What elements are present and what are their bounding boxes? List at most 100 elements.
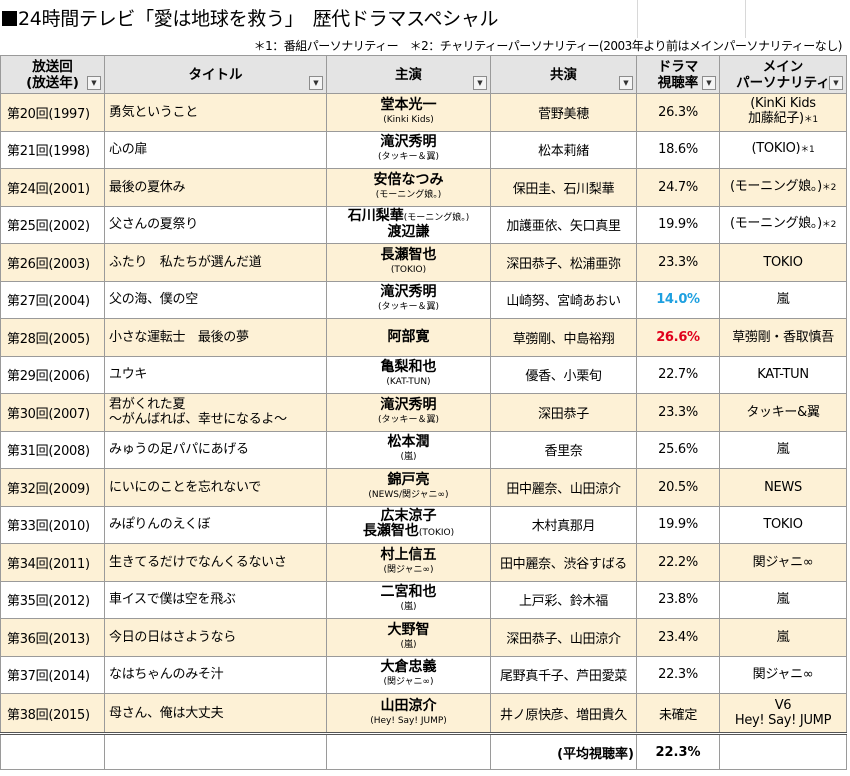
title-cell[interactable]: にいにのことを忘れないで [104,468,327,507]
title-cell[interactable]: 母さん、俺は大丈夫 [104,693,327,734]
cast-cell[interactable]: 草彅剛、中島裕翔 [490,318,637,357]
personality-cell[interactable]: タッキー&翼 [719,393,847,432]
star-cell[interactable]: 大倉忠義 (関ジャニ∞) [326,655,491,694]
episode-cell[interactable]: 第30回(2007) [0,393,105,432]
personality-cell[interactable]: V6 Hey! Say! JUMP [719,693,847,734]
cast-cell[interactable]: 保田圭、石川梨華 [490,168,637,207]
title-cell[interactable]: ふたり 私たちが選んだ道 [104,243,327,282]
star-cell[interactable]: 大野智 (嵐) [326,618,491,657]
rating-cell[interactable]: 19.9% [636,505,720,544]
cast-cell[interactable]: 上戸彩、鈴木福 [490,580,637,619]
star-cell[interactable]: 堂本光一 (Kinki Kids) [326,93,491,132]
star-cell[interactable]: 長瀬智也 (TOKIO) [326,243,491,282]
personality-cell[interactable]: 嵐 [719,280,847,319]
title-cell[interactable]: 車イスで僕は空を飛ぶ [104,580,327,619]
rating-cell[interactable]: 19.9% [636,205,720,244]
cast-cell[interactable]: 山崎努、宮崎あおい [490,280,637,319]
cast-cell[interactable]: 加護亜依、矢口真里 [490,205,637,244]
personality-cell[interactable]: 嵐 [719,580,847,619]
star-cell[interactable]: 広末涼子 長瀬智也(TOKIO) [326,505,491,544]
personality-cell[interactable]: 草彅剛・香取慎吾 [719,318,847,357]
episode-cell[interactable]: 第31回(2008) [0,430,105,469]
personality-cell[interactable]: (TOKIO)＊1 [719,130,847,169]
episode-cell[interactable]: 第27回(2004) [0,280,105,319]
star-cell[interactable]: 阿部寛 [326,318,491,357]
rating-cell[interactable]: 24.7% [636,168,720,207]
star-cell[interactable]: 滝沢秀明 (タッキー＆翼) [326,393,491,432]
filter-dropdown-icon[interactable]: ▼ [87,76,101,90]
star-cell[interactable]: 二宮和也 (嵐) [326,580,491,619]
personality-cell[interactable]: (KinKi Kids 加藤紀子)＊1 [719,93,847,132]
episode-cell[interactable]: 第29回(2006) [0,355,105,394]
episode-cell[interactable]: 第20回(1997) [0,93,105,132]
rating-cell[interactable]: 26.3% [636,93,720,132]
cast-cell[interactable]: 尾野真千子、芦田愛菜 [490,655,637,694]
filter-dropdown-icon[interactable]: ▼ [309,76,323,90]
episode-cell[interactable]: 第21回(1998) [0,130,105,169]
cast-cell[interactable]: 松本莉緒 [490,130,637,169]
cast-cell[interactable]: 田中麗奈、渋谷すばる [490,543,637,582]
title-cell[interactable]: 今日の日はさようなら [104,618,327,657]
filter-dropdown-icon[interactable]: ▼ [702,76,716,90]
rating-cell[interactable]: 20.5% [636,468,720,507]
episode-cell[interactable]: 第35回(2012) [0,580,105,619]
personality-cell[interactable]: 関ジャニ∞ [719,543,847,582]
title-cell[interactable]: みゅうの足パパにあげる [104,430,327,469]
cast-cell[interactable]: 菅野美穂 [490,93,637,132]
star-cell[interactable]: 安倍なつみ (モーニング娘。) [326,168,491,207]
star-cell[interactable]: 石川梨華(モーニング娘。) 渡辺謙 [326,205,491,244]
personality-cell[interactable]: TOKIO [719,243,847,282]
personality-cell[interactable]: TOKIO [719,505,847,544]
rating-cell[interactable]: 23.3% [636,393,720,432]
title-cell[interactable]: なはちゃんのみそ汁 [104,655,327,694]
rating-cell[interactable]: 22.2% [636,543,720,582]
filter-dropdown-icon[interactable]: ▼ [473,76,487,90]
episode-cell[interactable]: 第24回(2001) [0,168,105,207]
personality-cell[interactable]: 関ジャニ∞ [719,655,847,694]
cast-cell[interactable]: 深田恭子 [490,393,637,432]
filter-dropdown-icon[interactable]: ▼ [829,76,843,90]
title-cell[interactable]: 父さんの夏祭り [104,205,327,244]
rating-cell[interactable]: 22.3% [636,655,720,694]
rating-cell[interactable]: 26.6% [636,318,720,357]
episode-cell[interactable]: 第36回(2013) [0,618,105,657]
rating-cell[interactable]: 23.4% [636,618,720,657]
title-cell[interactable]: みぽりんのえくぼ [104,505,327,544]
star-cell[interactable]: 滝沢秀明 (タッキー＆翼) [326,130,491,169]
title-cell[interactable]: 最後の夏休み [104,168,327,207]
title-cell[interactable]: ユウキ [104,355,327,394]
rating-cell[interactable]: 23.8% [636,580,720,619]
rating-cell[interactable]: 18.6% [636,130,720,169]
cast-cell[interactable]: 井ノ原快彦、増田貴久 [490,693,637,734]
personality-cell[interactable]: (モーニング娘。)＊2 [719,205,847,244]
title-cell[interactable]: 生きてるだけでなんくるないさ [104,543,327,582]
episode-cell[interactable]: 第33回(2010) [0,505,105,544]
personality-cell[interactable]: NEWS [719,468,847,507]
personality-cell[interactable]: 嵐 [719,618,847,657]
title-cell[interactable]: 小さな運転士 最後の夢 [104,318,327,357]
episode-cell[interactable]: 第32回(2009) [0,468,105,507]
cast-cell[interactable]: 木村真那月 [490,505,637,544]
cast-cell[interactable]: 香里奈 [490,430,637,469]
rating-cell[interactable]: 未確定 [636,693,720,734]
star-cell[interactable]: 村上信五 (関ジャニ∞) [326,543,491,582]
star-cell[interactable]: 山田涼介 (Hey! Say! JUMP) [326,693,491,734]
cast-cell[interactable]: 深田恭子、松浦亜弥 [490,243,637,282]
episode-cell[interactable]: 第34回(2011) [0,543,105,582]
personality-cell[interactable]: (モーニング娘。)＊2 [719,168,847,207]
title-cell[interactable]: 父の海、僕の空 [104,280,327,319]
rating-cell[interactable]: 22.7% [636,355,720,394]
personality-cell[interactable]: KAT-TUN [719,355,847,394]
personality-cell[interactable]: 嵐 [719,430,847,469]
rating-cell[interactable]: 23.3% [636,243,720,282]
title-cell[interactable]: 君がくれた夏 ～がんばれば、幸せになるよ～ [104,393,327,432]
episode-cell[interactable]: 第28回(2005) [0,318,105,357]
star-cell[interactable]: 滝沢秀明 (タッキー＆翼) [326,280,491,319]
star-cell[interactable]: 亀梨和也 (KAT-TUN) [326,355,491,394]
star-cell[interactable]: 錦戸亮 (NEWS/関ジャニ∞) [326,468,491,507]
filter-dropdown-icon[interactable]: ▼ [619,76,633,90]
star-cell[interactable]: 松本潤 (嵐) [326,430,491,469]
episode-cell[interactable]: 第38回(2015) [0,693,105,734]
episode-cell[interactable]: 第26回(2003) [0,243,105,282]
cast-cell[interactable]: 優香、小栗旬 [490,355,637,394]
